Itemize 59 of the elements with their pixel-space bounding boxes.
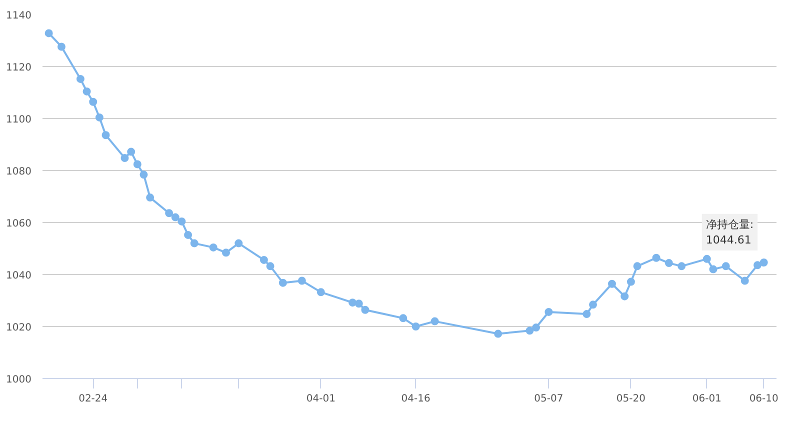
point xyxy=(222,248,230,257)
point xyxy=(165,209,174,218)
x-tick-label: 04-01 xyxy=(306,394,336,404)
point xyxy=(316,288,325,296)
point xyxy=(709,265,718,274)
y-tick-label: 1080 xyxy=(6,166,32,178)
point xyxy=(234,239,243,248)
point xyxy=(412,322,420,330)
point xyxy=(678,262,686,270)
point xyxy=(361,306,370,314)
point xyxy=(209,243,218,252)
y-tick-label: 1020 xyxy=(6,322,32,334)
x-tick-label: 06-10 xyxy=(749,394,778,404)
point xyxy=(184,230,192,239)
point xyxy=(399,314,408,322)
point xyxy=(589,300,597,309)
point xyxy=(608,280,616,288)
point xyxy=(544,308,553,316)
point xyxy=(260,256,268,264)
point xyxy=(702,254,711,263)
point xyxy=(278,278,287,287)
point xyxy=(620,292,629,300)
point xyxy=(494,330,502,338)
y-tick-label: 1100 xyxy=(6,114,32,126)
point xyxy=(582,310,591,318)
point xyxy=(760,258,768,267)
point xyxy=(626,278,635,286)
point xyxy=(146,194,154,202)
point xyxy=(266,262,274,270)
y-tick-label: 1040 xyxy=(6,270,32,282)
point xyxy=(120,154,129,162)
point xyxy=(430,317,439,326)
point xyxy=(171,213,180,222)
point xyxy=(140,170,148,179)
annotation: 净持仓量: 1044.61 xyxy=(706,218,754,247)
point xyxy=(133,160,142,168)
y-tick-label: 1000 xyxy=(6,374,32,386)
point xyxy=(664,259,673,268)
point xyxy=(740,276,749,285)
x-tick-label: 02-24 xyxy=(78,394,108,404)
point xyxy=(652,254,660,262)
point xyxy=(298,276,306,285)
y-tick-label: 1120 xyxy=(6,62,32,74)
y-tick-label: 1140 xyxy=(6,10,32,22)
x-tick-label: 04-16 xyxy=(401,394,430,404)
point xyxy=(178,217,186,226)
point xyxy=(348,298,357,307)
point xyxy=(190,239,198,248)
point xyxy=(754,261,762,270)
x-tick-label: 05-20 xyxy=(616,394,646,404)
point xyxy=(127,148,136,156)
point xyxy=(532,324,540,332)
x-tick-label: 05-07 xyxy=(534,394,564,404)
y-tick-label: 1060 xyxy=(6,218,32,230)
x-tick-label: 06-01 xyxy=(692,394,722,404)
point xyxy=(526,326,534,335)
point xyxy=(722,262,730,270)
point xyxy=(633,262,642,270)
point xyxy=(354,300,363,308)
